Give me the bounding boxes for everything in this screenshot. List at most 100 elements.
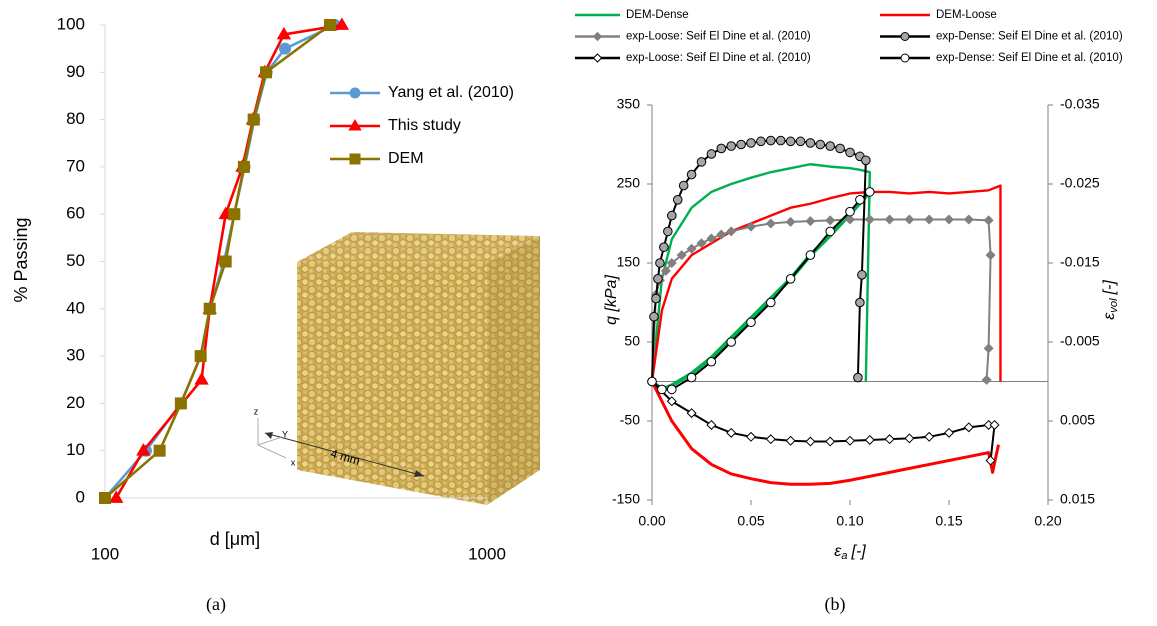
- data-point: [203, 302, 216, 315]
- caption: (b): [825, 594, 846, 615]
- data-point: [746, 317, 756, 328]
- legend-marker: [349, 87, 361, 99]
- x-tick-label: 0.00: [638, 513, 665, 529]
- data-point: [835, 143, 845, 154]
- legend-label: DEM-Loose: [936, 9, 997, 21]
- legend-label: exp-Loose: Seif El Dine et al. (2010): [626, 52, 811, 64]
- data-point: [237, 160, 250, 173]
- axis-title-subscript: a: [841, 550, 847, 562]
- data-point: [884, 434, 895, 445]
- data-point: [653, 274, 663, 284]
- data-point: [963, 214, 974, 225]
- data-point: [943, 214, 955, 225]
- y-tick-label: 50: [66, 251, 85, 270]
- data-point: [706, 356, 717, 367]
- data-point: [785, 274, 796, 284]
- x-tick-label: 1000: [468, 544, 506, 563]
- data-point: [825, 436, 836, 447]
- data-point: [805, 436, 816, 447]
- data-point: [861, 155, 871, 166]
- y-tick-label: 10: [66, 440, 85, 459]
- y-tick-label: 150: [617, 254, 641, 270]
- axis-title-symbol: ε: [1101, 312, 1118, 320]
- legend-label: Yang et al. (2010): [388, 84, 514, 101]
- data-point: [795, 136, 806, 147]
- data-point: [666, 257, 677, 269]
- data-point: [844, 214, 856, 225]
- data-point: [865, 187, 875, 197]
- y2-tick-label: -0.035: [1060, 96, 1100, 112]
- x-tick-label: 100: [91, 544, 119, 563]
- x-tick-label: 0.15: [935, 513, 962, 529]
- data-point: [981, 374, 992, 385]
- data-point: [219, 255, 232, 268]
- data-point: [726, 141, 737, 151]
- legend-label: exp-Dense: Seif El Dine et al. (2010): [936, 31, 1123, 43]
- data-point: [845, 206, 855, 217]
- data-point: [649, 311, 659, 322]
- legend-marker: [900, 53, 910, 63]
- data-point: [323, 19, 336, 31]
- data-point: [864, 214, 875, 225]
- legend-marker: [349, 153, 361, 165]
- axis-title: q [kPa]: [603, 275, 620, 325]
- data-point: [676, 250, 687, 261]
- data-point: [746, 138, 756, 148]
- legend-marker: [592, 53, 603, 63]
- axis-title-unit: [-]: [851, 543, 867, 560]
- legend-label: DEM: [388, 150, 424, 167]
- data-point: [153, 444, 166, 457]
- data-point: [989, 419, 1000, 430]
- legend-label: exp-Dense: Seif El Dine et al. (2010): [936, 52, 1123, 64]
- y-tick-label: 20: [66, 393, 85, 412]
- data-point: [815, 139, 826, 150]
- data-point: [785, 136, 796, 147]
- data-point: [726, 337, 737, 347]
- axis-title: d [μm]: [210, 529, 260, 549]
- data-point: [726, 427, 737, 438]
- data-point: [855, 297, 865, 308]
- axis-title: εvol [-]: [1101, 280, 1120, 320]
- data-point: [785, 216, 796, 227]
- data-point: [736, 139, 746, 150]
- data-point: [660, 265, 671, 276]
- data-point: [655, 258, 665, 268]
- y-tick-label: -150: [612, 491, 640, 507]
- axis-title-symbol: ε: [834, 543, 842, 560]
- data-point: [775, 135, 786, 146]
- legend-label: DEM-Dense: [626, 9, 689, 21]
- data-point: [766, 297, 776, 308]
- x-tick-label: 0.10: [836, 513, 863, 529]
- data-point: [805, 250, 816, 260]
- data-point: [276, 26, 292, 40]
- y-tick-label: 90: [66, 62, 85, 81]
- data-point: [766, 135, 776, 146]
- y-tick-label: 50: [624, 333, 640, 349]
- data-point: [805, 216, 816, 227]
- data-point: [99, 492, 111, 504]
- y2-tick-label: -0.005: [1060, 333, 1100, 349]
- y2-tick-label: 0.015: [1060, 491, 1095, 507]
- x-tick-label: 0.20: [1034, 513, 1061, 529]
- data-point: [334, 17, 350, 30]
- data-point: [745, 431, 757, 442]
- data-point: [853, 372, 863, 383]
- data-point: [260, 66, 273, 79]
- legend-marker: [592, 31, 603, 42]
- y-tick-label: 250: [617, 175, 641, 191]
- data-point: [855, 195, 865, 205]
- data-point: [924, 214, 935, 225]
- data-point: [845, 147, 855, 158]
- data-point: [844, 435, 856, 446]
- data-point: [983, 215, 994, 226]
- series-line: [651, 191, 871, 391]
- data-point: [983, 343, 994, 354]
- y-tick-label: 60: [66, 204, 85, 223]
- data-point: [136, 443, 151, 456]
- data-point: [194, 350, 207, 363]
- series-line: [115, 23, 343, 499]
- data-point: [985, 250, 996, 261]
- inset-cube: [257, 232, 540, 505]
